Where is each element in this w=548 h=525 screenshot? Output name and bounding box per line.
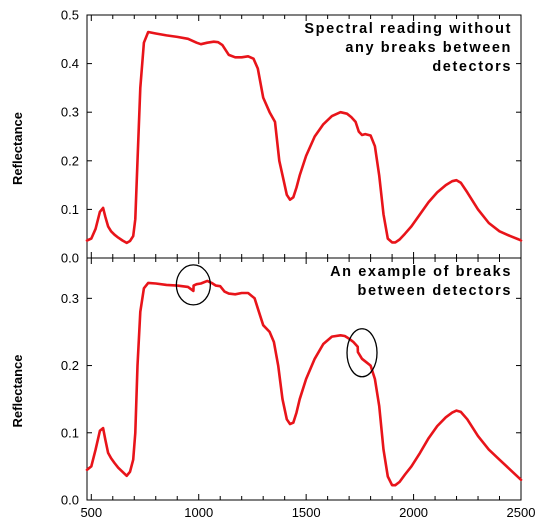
x-tick-label: 1500	[292, 505, 321, 520]
y-tick-label: 0.1	[61, 425, 79, 440]
break-marker-ellipse	[346, 328, 378, 378]
y-tick-label: 0.1	[61, 202, 79, 217]
y-tick-label: 0.2	[61, 358, 79, 373]
annotation-line: any breaks between	[345, 40, 512, 56]
plot-frame	[86, 257, 522, 501]
break-marker-ellipse	[175, 264, 212, 306]
reflectance-line	[85, 279, 523, 487]
x-tick-label: 500	[80, 505, 102, 520]
x-tick-label: 2000	[399, 505, 428, 520]
annotation-line: Spectral reading without	[304, 21, 512, 37]
x-tick-label: 2500	[507, 505, 536, 520]
y-axis-label: Reflectance	[10, 355, 25, 428]
y-tick-label: 0.4	[61, 56, 79, 71]
y-tick-label: 0.0	[61, 493, 79, 508]
y-tick-label: 0.5	[61, 8, 79, 23]
y-axis-label: Reflectance	[10, 112, 25, 185]
y-tick-label: 0.2	[61, 153, 79, 168]
x-tick-label: 1000	[184, 505, 213, 520]
y-tick-label: 0.0	[61, 251, 79, 266]
reflectance-line	[85, 30, 523, 245]
y-tick-label: 0.3	[61, 291, 79, 306]
y-tick-label: 0.3	[61, 105, 79, 120]
annotation-line: between detectors	[357, 283, 512, 299]
bottom-panel: 0.0 0.1 0.2 0.3 500 1000 1500 2000 2500 Reflectan…	[10, 257, 536, 520]
annotation-line: An example of breaks	[330, 264, 512, 280]
top-panel: 0.0 0.1 0.2 0.3 0.4 0.5 Reflectance Spectral re…	[10, 8, 523, 266]
annotation-line: detectors	[432, 59, 512, 75]
